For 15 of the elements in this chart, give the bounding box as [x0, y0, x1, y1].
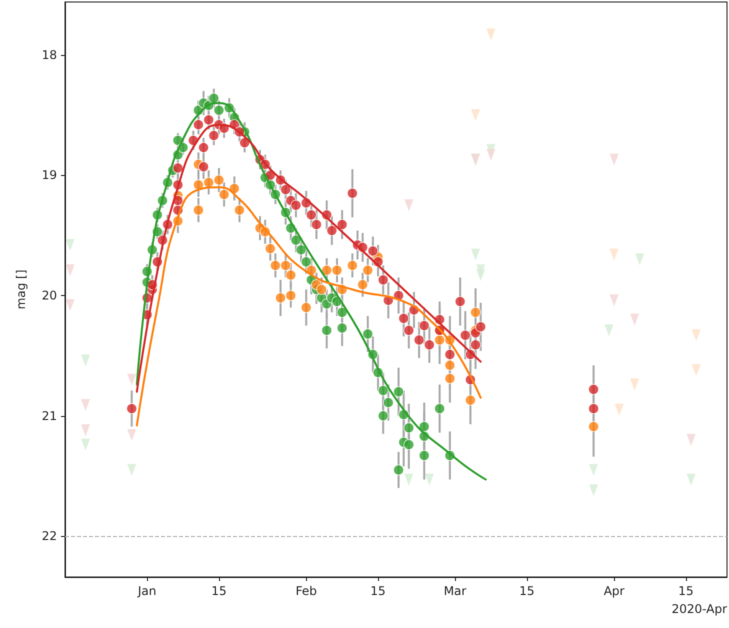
- x-tick-label: 15: [519, 584, 534, 598]
- text: 2020-Apr: [672, 602, 728, 616]
- x-tick-label: 15: [370, 584, 386, 598]
- x-tick-label: Mar: [444, 584, 466, 598]
- x-tick-label: Feb: [296, 584, 317, 598]
- x-tick-label: Jan: [136, 584, 156, 598]
- x-tick-label: 15: [678, 584, 694, 598]
- y-tick-label: 22: [42, 529, 57, 544]
- y-axis-title: mag []: [14, 270, 28, 310]
- x-tick-label: 15: [211, 584, 227, 598]
- y-tick-label: 18: [42, 48, 57, 62]
- y-tick-label: 21: [42, 408, 57, 423]
- x-tick-label: Apr: [604, 584, 625, 598]
- y-tick-label: 20: [42, 288, 57, 303]
- y-tick-label: 19: [42, 168, 57, 182]
